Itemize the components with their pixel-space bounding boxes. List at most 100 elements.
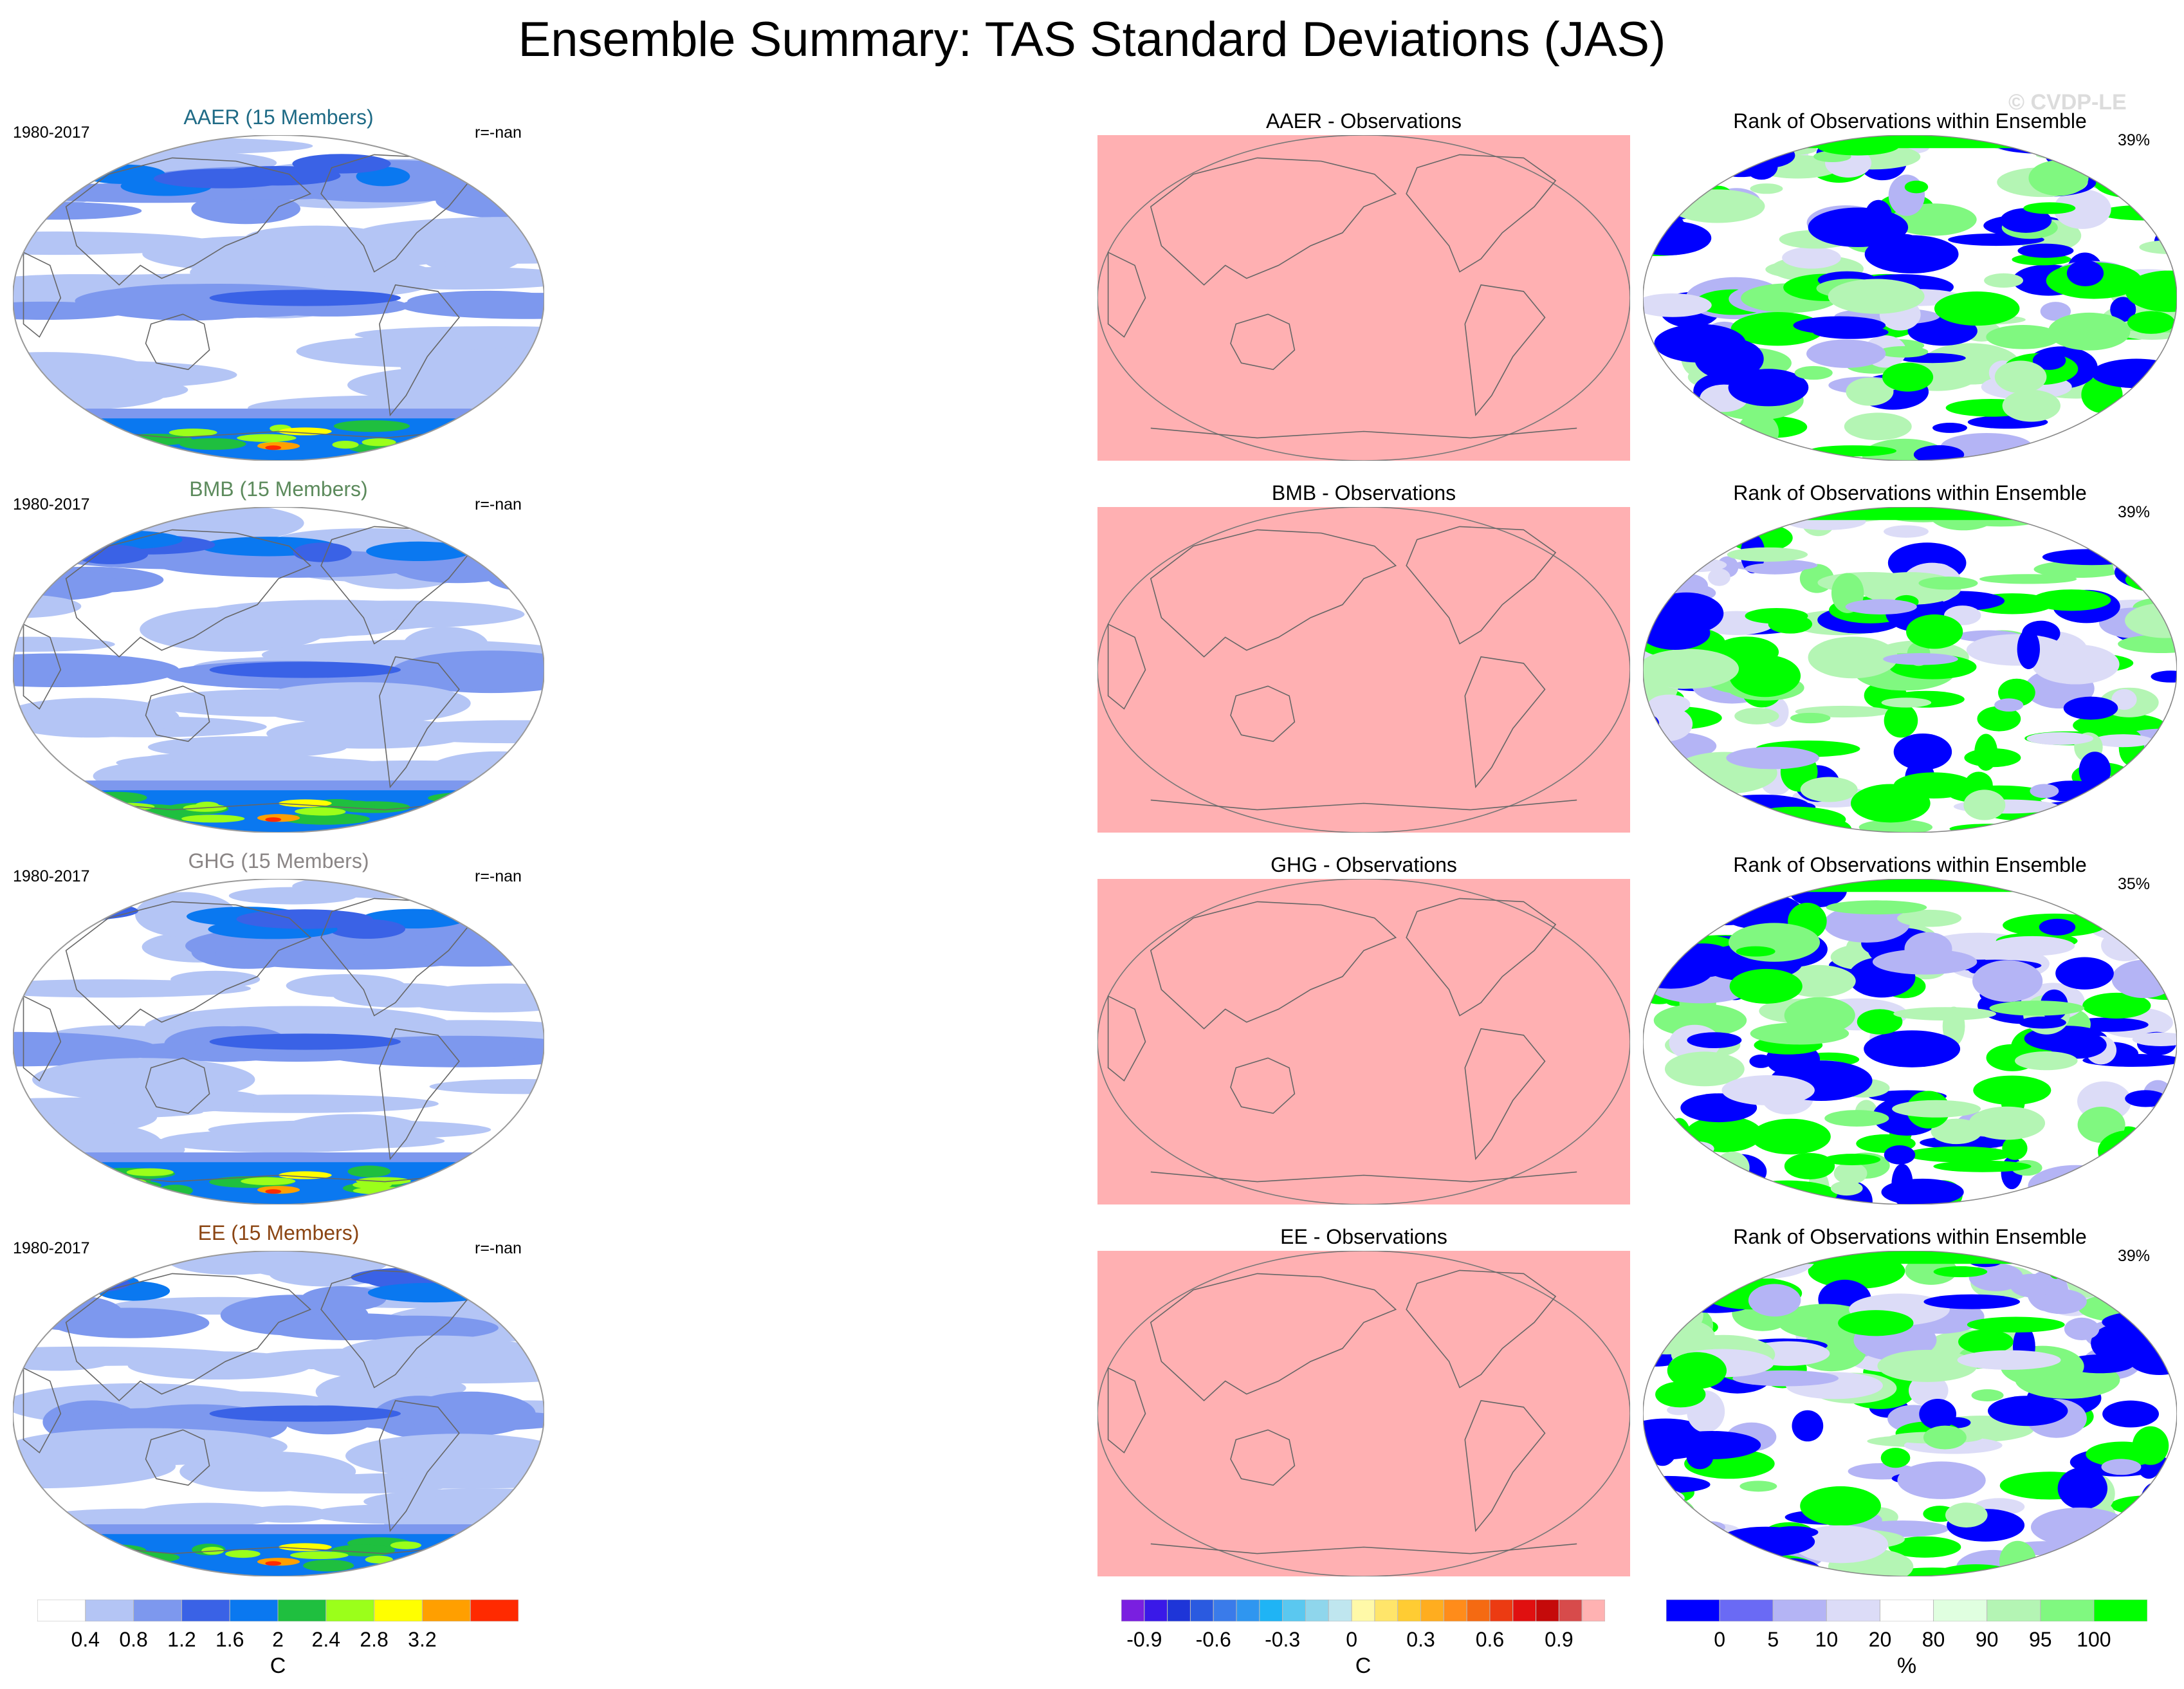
rank-patch [1663, 1430, 1761, 1459]
rank-patch [1919, 1399, 1957, 1430]
coastline [145, 313, 210, 371]
rank-patch [1721, 1075, 1815, 1105]
colorbar-tick-label: 20 [1868, 1628, 1892, 1651]
colorbar-swatch [1144, 1600, 1168, 1621]
rank-patch [2011, 1251, 2066, 1261]
rank-patch [2073, 431, 2113, 461]
contour-fill [57, 1553, 140, 1565]
colorbar-swatch [1536, 1600, 1559, 1621]
contour-fill [264, 1477, 450, 1494]
ensemble-map [13, 879, 544, 1204]
colorbar-swatch [1282, 1600, 1306, 1621]
colorbar-tick-label: 90 [1975, 1628, 1999, 1651]
colorbar-swatch [1826, 1600, 1880, 1621]
rank-patch [2089, 914, 2177, 942]
rank-patch [1971, 1389, 2004, 1402]
rank-patch [1973, 1075, 2051, 1105]
contour-fill [13, 697, 179, 738]
rank-patch [1994, 135, 2098, 154]
rank-patch [2093, 165, 2170, 198]
rank-patch [1654, 759, 1686, 773]
contour-fill [181, 815, 245, 823]
contour-fill [438, 800, 524, 813]
difference-title: AAER - Observations [1265, 109, 1462, 133]
rank-patch [1790, 712, 1831, 724]
colorbar-rank [1666, 1600, 2147, 1621]
contour-fill [13, 1444, 176, 1489]
coastline [65, 529, 312, 658]
coastline [379, 656, 460, 789]
contour-fill [45, 670, 156, 686]
rank-patch [1643, 194, 1689, 209]
contour-fill [292, 154, 391, 174]
rank-patch [1882, 362, 1934, 392]
difference-field [1097, 879, 1630, 1204]
colorbar-tick-label: 1.2 [167, 1628, 196, 1651]
rank-patch [1932, 423, 1967, 433]
contour-fill [347, 1165, 391, 1177]
rank-patch [1881, 1178, 1964, 1204]
rank-patch [1652, 409, 1710, 429]
rank-title: Rank of Observations within Ensemble [1733, 1225, 2087, 1248]
contour-fill [419, 1251, 544, 1274]
difference-title: BMB - Observations [1271, 481, 1456, 504]
coastline [66, 427, 491, 439]
ensemble-map-svg [13, 135, 544, 461]
rank-patch [1677, 145, 1778, 156]
rank-patch [2015, 1051, 2078, 1071]
coastline [1406, 1269, 1557, 1389]
rank-patch [1784, 1152, 1835, 1179]
rank-patch [1750, 1251, 2070, 1264]
correlation-label: r=-nan [475, 495, 522, 513]
difference-map-svg [1097, 879, 1630, 1204]
contour-fill [347, 364, 544, 406]
rank-patch [2133, 380, 2177, 412]
rank-map-svg [1643, 879, 2177, 1204]
contour-fill [209, 290, 401, 306]
rank-patch [2132, 1426, 2169, 1465]
rank-patch [1736, 946, 1776, 957]
ensemble-map [13, 1251, 544, 1576]
rank-patch [1745, 562, 1805, 575]
colorbar-swatch [1581, 1600, 1605, 1621]
coastline [1150, 427, 1577, 439]
contour-fill [73, 1554, 160, 1566]
rank-patch [1979, 574, 2077, 584]
contour-fill [300, 1286, 387, 1311]
rank-patch [2023, 202, 2076, 214]
rank-patch [1685, 786, 1707, 802]
colorbar-swatch [1420, 1600, 1444, 1621]
contour-fill [333, 420, 410, 432]
rank-patch [1888, 1536, 1961, 1558]
colorbar-units: C [270, 1654, 286, 1678]
rank-patch [1643, 1145, 1698, 1172]
difference-map [1097, 507, 1630, 833]
coastline [66, 799, 491, 811]
colorbar-swatch [181, 1600, 230, 1621]
rank-patch [1656, 507, 1682, 528]
rank-patch [2118, 177, 2177, 200]
rank-patch [1884, 1145, 1916, 1165]
rank-patch [2118, 634, 2177, 654]
rank-patch [2105, 894, 2177, 919]
difference-field [1097, 135, 1630, 461]
rank-patch [2127, 311, 2175, 334]
rank-title: Rank of Observations within Ensemble [1733, 109, 2087, 133]
colorbar-swatch [1489, 1600, 1514, 1621]
colorbar-swatch [1933, 1600, 1988, 1621]
rank-patch [1768, 614, 1813, 634]
rank-patch [1670, 889, 1700, 924]
colorbar-svg [1666, 1600, 2147, 1621]
contour-fill [120, 1178, 147, 1186]
rank-patch [1750, 1022, 1849, 1045]
period-label: 1980-2017 [13, 124, 90, 142]
rank-patch [1670, 189, 1765, 223]
rank-map [1643, 135, 2177, 461]
rank-patch [2042, 549, 2142, 566]
coastline [65, 157, 312, 286]
rank-patch [1643, 725, 1663, 759]
rank-patch [1651, 533, 1684, 548]
contour-fill [381, 1037, 529, 1064]
rank-patch [2020, 507, 2116, 527]
contour-fill [354, 326, 544, 343]
